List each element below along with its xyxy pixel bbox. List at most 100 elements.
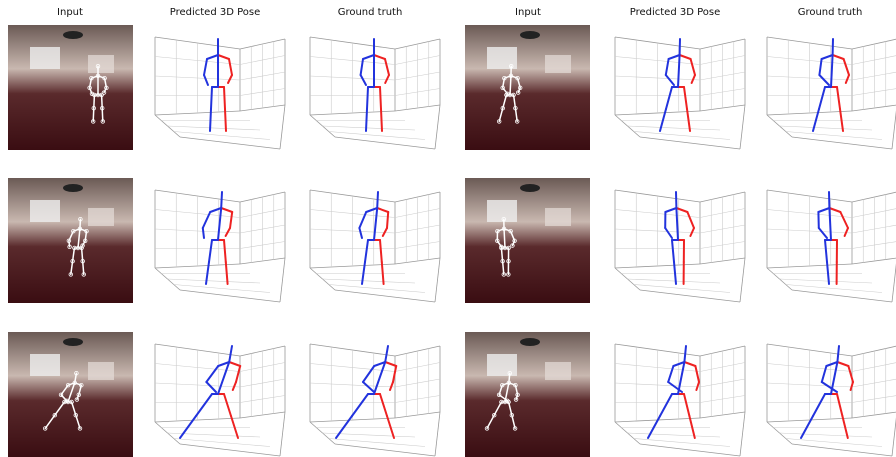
pose-bone — [205, 365, 220, 383]
pose-bone — [812, 108, 820, 132]
skeleton-bone — [81, 240, 86, 247]
column-header: Input — [515, 7, 541, 18]
skeleton-joint — [513, 105, 518, 111]
grid-line — [627, 432, 721, 438]
pose-plot — [309, 36, 441, 150]
skeleton-joint — [499, 399, 504, 405]
column-header: Ground truth — [338, 7, 403, 18]
skeleton-joint — [511, 92, 516, 98]
grid-line — [766, 208, 896, 218]
skeleton-bone — [67, 382, 76, 386]
pose-bone — [683, 393, 691, 417]
axis-edge — [334, 443, 436, 457]
skeleton-joint — [502, 76, 507, 81]
pose-bone — [231, 381, 237, 391]
pose-bone — [689, 227, 695, 237]
column-header: Ground truth — [798, 7, 863, 18]
pose-bone — [817, 207, 831, 213]
pose-bone — [364, 239, 369, 263]
pose-bone — [209, 207, 223, 213]
axis-edge — [179, 136, 281, 150]
skeleton-bone — [75, 414, 81, 430]
pose-plot — [154, 343, 286, 457]
pose-bone — [223, 86, 226, 110]
pose-bone — [825, 361, 839, 367]
pose-bone — [384, 58, 390, 76]
pose-bone — [227, 74, 233, 84]
pose-bone — [392, 365, 398, 383]
pose-bone — [386, 415, 395, 439]
skeleton-joint — [99, 92, 104, 98]
skeleton-joint — [101, 90, 107, 95]
skeleton-bone — [90, 75, 99, 79]
pose-bone — [380, 108, 383, 132]
skeleton-bone — [502, 94, 508, 109]
skeleton-bone — [517, 87, 521, 94]
pose-bone — [664, 58, 670, 76]
column-header: Predicted 3D Pose — [170, 7, 261, 18]
pose-bone — [843, 227, 849, 237]
skeleton-joint — [506, 380, 512, 385]
skeleton-joint — [515, 90, 521, 95]
axis-edge — [851, 38, 896, 50]
pose-bone — [205, 381, 217, 393]
skeleton-joint — [496, 392, 502, 397]
pose-bone — [688, 415, 696, 439]
skeleton-bone — [496, 228, 505, 232]
pose-bone — [359, 58, 364, 76]
pose-bone — [195, 393, 213, 417]
grid-line — [322, 125, 416, 131]
pose-bone — [847, 365, 854, 383]
skeleton-joint — [52, 412, 57, 418]
pose-bone — [842, 58, 850, 76]
skeleton-joint — [501, 226, 507, 231]
skeleton-bone — [79, 228, 88, 232]
pose-bone — [830, 361, 839, 395]
pose-bone — [671, 239, 675, 263]
input-image — [8, 332, 133, 457]
pose-bone — [373, 54, 386, 60]
axis-edge — [891, 263, 896, 303]
skeleton-bone — [515, 394, 519, 401]
skeleton-joint — [509, 64, 514, 69]
skeleton-joint — [500, 258, 505, 264]
axis-edge — [851, 345, 896, 357]
grid-line — [310, 88, 441, 96]
pose-bone — [836, 361, 850, 367]
pose-bone — [220, 207, 234, 213]
axis-edge — [639, 443, 741, 457]
skeleton-joint — [501, 272, 506, 277]
axis-edge — [334, 289, 436, 303]
pose-plot — [309, 343, 441, 457]
pose-bone — [373, 361, 387, 395]
pose-bone — [220, 191, 223, 209]
skeleton-joint — [91, 105, 96, 111]
skeleton-joint — [500, 85, 505, 90]
axis-edge — [739, 104, 746, 150]
pose-bone — [665, 86, 673, 110]
pose-bone — [224, 108, 227, 132]
grid-line — [154, 224, 286, 234]
skeleton-joint — [515, 76, 520, 81]
grid-line — [155, 88, 286, 96]
skeleton-bone — [100, 94, 103, 109]
pose-bone — [836, 86, 841, 110]
pose-bone — [673, 261, 677, 285]
skeleton-joint — [506, 245, 511, 251]
pose-bone — [686, 108, 691, 132]
grid-line — [173, 438, 271, 447]
skeleton-joint — [71, 229, 76, 234]
whiteboard — [88, 362, 114, 380]
pose-plot — [766, 36, 896, 150]
pose-bone — [365, 207, 379, 213]
whiteboard — [88, 208, 114, 226]
grid-line — [766, 224, 896, 234]
skeleton-joint — [497, 119, 502, 124]
grid-line — [310, 395, 441, 403]
skeleton-joint — [508, 73, 514, 78]
pose-bone — [659, 393, 673, 417]
whiteboard — [545, 55, 571, 73]
pose-bone — [664, 74, 675, 86]
skeleton-joint — [515, 392, 520, 397]
skeleton-joint — [505, 91, 510, 96]
